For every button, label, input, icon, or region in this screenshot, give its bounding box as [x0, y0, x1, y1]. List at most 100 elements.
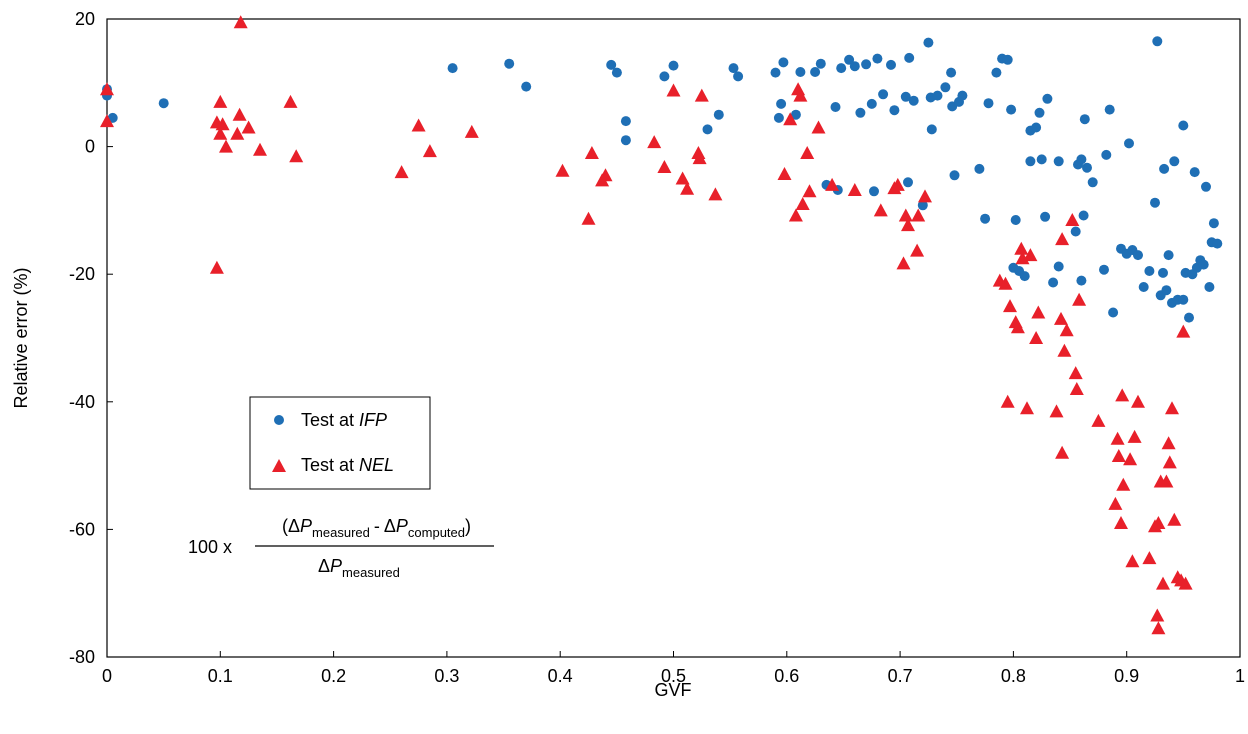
nel-point [555, 163, 570, 177]
ifp-point [1036, 154, 1047, 165]
ifp-point [659, 71, 670, 82]
nel-point [1020, 401, 1034, 415]
ifp-point [886, 59, 896, 70]
ifp-point [1076, 154, 1087, 165]
plot-frame [106, 18, 1241, 658]
nel-point [694, 88, 709, 102]
nel-point [825, 177, 840, 191]
x-tick-label: 0.3 [434, 666, 459, 686]
ifp-point [974, 163, 985, 174]
ifp-point [844, 54, 855, 65]
nel-point [1029, 331, 1044, 344]
ifp-point [810, 67, 821, 77]
nel-point [647, 135, 662, 149]
x-tick-label: 0.6 [774, 666, 799, 686]
x-axis-title: GVF [654, 680, 691, 700]
ifp-point [1178, 294, 1189, 305]
nel-point [1049, 404, 1064, 418]
y-tick-label: 20 [75, 9, 95, 29]
ifp-point [946, 67, 957, 78]
ifp-point [983, 98, 994, 109]
ifp-point [889, 105, 900, 116]
ifp-point [940, 82, 951, 93]
nel-point [209, 260, 224, 274]
y-tick-label: -40 [69, 392, 95, 412]
ifp-point [830, 102, 841, 112]
nel-point [795, 197, 810, 210]
nel-point [708, 187, 723, 201]
nel-point [1054, 311, 1068, 325]
ifp-point [702, 124, 713, 135]
nel-point [283, 94, 298, 108]
ifp-point [1144, 266, 1155, 276]
nel-point [1116, 477, 1131, 491]
legend-label-nel: Test at NEL [301, 455, 394, 475]
nel-point [1072, 292, 1087, 306]
nel-point [1159, 474, 1174, 488]
x-tick-label: 0.8 [1001, 666, 1026, 686]
legend-box [249, 396, 431, 490]
nel-point [1110, 431, 1125, 445]
ifp-point [447, 63, 458, 74]
ifp-point [855, 107, 866, 118]
nel-point [1068, 366, 1083, 380]
ifp-point [866, 98, 877, 109]
ifp-point [1204, 282, 1215, 292]
nel-point [692, 151, 707, 165]
nel-point [1131, 394, 1145, 408]
y-tick-label: 0 [85, 137, 95, 157]
ifp-point [620, 135, 631, 146]
x-tick-label: 1 [1235, 666, 1245, 686]
y-tick-label: -60 [69, 519, 95, 539]
legend: Test at IFP Test at NEL [249, 396, 431, 490]
nel-point [666, 83, 681, 97]
ifp-point [728, 63, 739, 74]
ifp-point [778, 57, 789, 68]
ifp-point [900, 91, 911, 102]
nel-point [411, 118, 426, 132]
nel-point [1091, 413, 1106, 427]
nel-point [811, 120, 826, 134]
ifp-point [1034, 107, 1045, 118]
ifp-point [1169, 156, 1180, 167]
nel-point [1055, 445, 1070, 459]
x-tick-label: 0.5 [661, 666, 686, 686]
ifp-point [1159, 163, 1170, 174]
ifp-point [923, 37, 934, 48]
ifp-point [1152, 36, 1163, 47]
nel-point [581, 211, 596, 225]
ifp-point [521, 81, 532, 92]
ifp-point [1178, 120, 1189, 131]
ifp-point [1108, 307, 1119, 318]
nel-point [1031, 305, 1046, 319]
nel-point [783, 112, 798, 126]
x-tick-label: 0.2 [321, 666, 346, 686]
ifp-point [957, 90, 968, 101]
nel-point [219, 139, 233, 153]
ifp-point [1019, 271, 1030, 282]
nel-point [1065, 213, 1080, 226]
ifp-point [932, 90, 943, 101]
formula-annotation: 100 x (ΔPmeasured - ΔPcomputed) ΔPmeasured [188, 516, 494, 580]
nel-point [584, 146, 599, 159]
ifp-point [733, 71, 744, 82]
nel-point [898, 208, 913, 222]
ifp-point [1150, 197, 1160, 208]
formula-numerator: (ΔPmeasured - ΔPcomputed) [282, 516, 471, 540]
ifp-point [1189, 167, 1200, 178]
ifp-point [904, 52, 915, 63]
nel-point [918, 189, 932, 203]
nel-point [213, 94, 228, 108]
axis-ticks: 0 0.1 0.2 0.3 0.4 0.5 0.6 0.7 0.8 0.9 1 20 0 -20 -40 -6… [69, 9, 1245, 686]
ifp-point [836, 63, 847, 74]
ifp-point [504, 58, 515, 69]
ifp-point [872, 53, 883, 64]
ifp-point [611, 67, 622, 78]
ifp-point [1079, 114, 1090, 125]
ifp-point [1082, 162, 1092, 173]
nel-point [1014, 241, 1029, 255]
ifp-point [1208, 218, 1219, 229]
ifp-point [1042, 93, 1053, 104]
nel-point [230, 126, 245, 140]
